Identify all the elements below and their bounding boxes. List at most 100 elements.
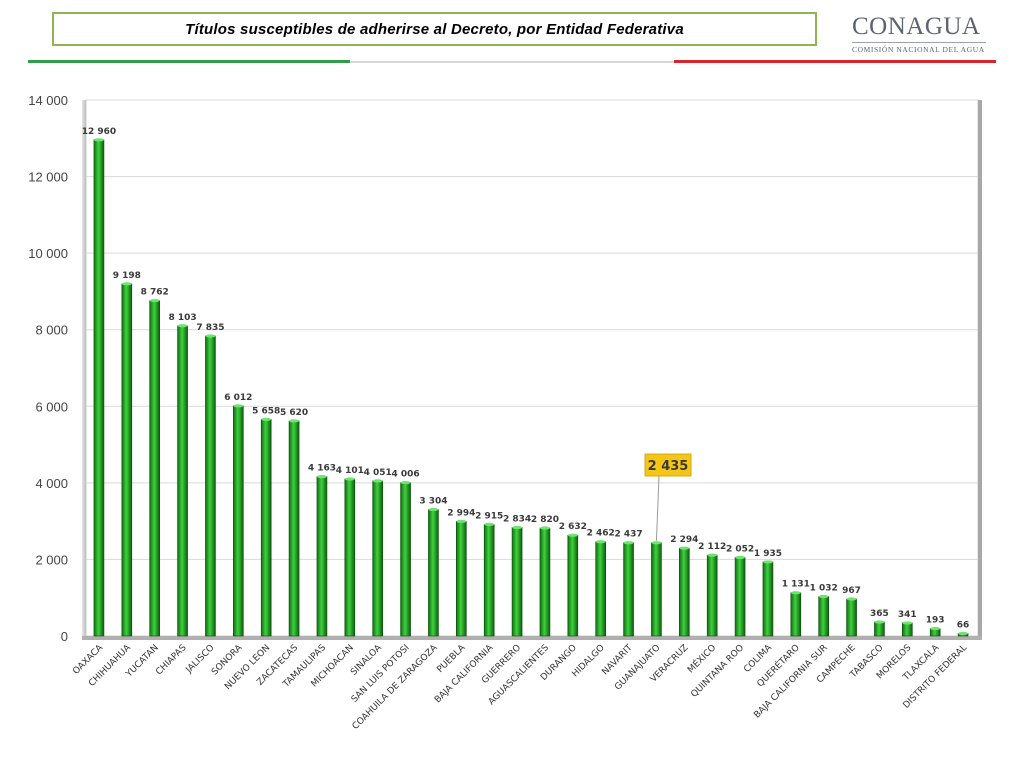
bar-top [790, 591, 801, 595]
data-label: 341 [898, 610, 917, 620]
bar-top [539, 526, 550, 530]
bar-top [121, 282, 132, 286]
plot-side-wall [82, 100, 86, 640]
callout-label: 2 435 [648, 459, 689, 474]
y-tick-label: 2 000 [35, 552, 68, 567]
bar-top [651, 541, 662, 545]
bar-top [372, 479, 383, 483]
data-label: 2 112 [698, 542, 726, 552]
bar-top [400, 481, 411, 485]
bar-11 [372, 480, 383, 637]
data-label: 4 163 [308, 464, 336, 474]
y-tick-label: 12 000 [28, 170, 68, 185]
y-tick-label: 10 000 [28, 246, 68, 261]
bar-top [902, 621, 913, 625]
bar-top [623, 541, 634, 545]
data-label: 4 101 [336, 466, 364, 476]
bar-top [735, 555, 746, 560]
bar-top [707, 553, 718, 557]
y-tick-label: 8 000 [35, 323, 68, 338]
bar-top [261, 417, 272, 421]
bar-9 [316, 476, 328, 637]
bar-top [344, 477, 355, 481]
bar-3 [149, 300, 160, 637]
bar-2 [121, 283, 133, 637]
data-label: 365 [870, 609, 889, 619]
bar-chart: 0 2 000 4 000 6 000 8 000 10 000 12 000 14 000 1… [28, 93, 982, 732]
bar-26 [790, 592, 802, 637]
bar-5 [205, 335, 216, 637]
data-label: 7 835 [196, 323, 224, 333]
bar-top [958, 631, 969, 636]
bar-8 [288, 420, 300, 637]
bar-27 [818, 596, 829, 637]
bar-18 [567, 534, 579, 637]
plot-area: 0 2 000 4 000 6 000 8 000 10 000 12 000 14 000 1… [28, 93, 982, 732]
conagua-logo: CONAGUA Comisión Nacional del Agua [852, 14, 994, 56]
header-rule-green [28, 60, 350, 63]
bar-top [874, 620, 885, 624]
bar-top [762, 560, 773, 564]
header-rule-gray [350, 61, 674, 63]
bar-top [177, 324, 188, 328]
bar-13 [428, 509, 439, 637]
bar-top [93, 138, 104, 142]
bar-16 [511, 527, 523, 637]
bar-17 [539, 527, 551, 637]
data-label: 1 131 [782, 580, 810, 590]
plot-right-wall [978, 100, 982, 640]
data-label: 4 006 [391, 470, 419, 480]
bar-top [149, 298, 160, 303]
bar-top [289, 419, 300, 423]
bar-14 [456, 521, 467, 637]
data-label: 4 051 [364, 468, 392, 478]
data-label: 2 052 [726, 544, 754, 554]
data-label: 8 762 [141, 288, 169, 298]
y-tick-label: 0 [61, 629, 68, 644]
header-rule-red [674, 60, 996, 63]
data-label: 2 820 [531, 515, 559, 525]
data-label: 2 834 [503, 514, 531, 524]
logo-divider [852, 42, 986, 43]
bar-top [512, 525, 523, 530]
title-box: Títulos susceptibles de adherirse al Dec… [52, 12, 817, 46]
x-tick-label: CHIAPAS [154, 643, 189, 678]
bar-29 [874, 621, 885, 637]
plot-floor [82, 636, 982, 640]
bar-19 [595, 541, 606, 637]
data-label: 2 437 [614, 530, 642, 540]
bar-4 [177, 325, 188, 637]
data-label: 5 620 [280, 408, 308, 418]
bar-top [205, 334, 216, 338]
bar-top [930, 627, 941, 631]
data-label: 2 462 [587, 529, 615, 539]
bar-top [567, 533, 578, 537]
bar-top [679, 546, 690, 550]
bar-20 [623, 542, 634, 637]
data-label: 967 [842, 586, 861, 596]
bar-6 [233, 405, 244, 637]
data-label: 1 935 [754, 549, 782, 559]
bar-12 [400, 482, 411, 637]
data-label: 12 960 [82, 127, 116, 137]
bar-top [428, 507, 439, 512]
bar-24 [734, 557, 746, 637]
plot-frame [85, 99, 979, 637]
bar-15 [483, 524, 495, 637]
data-label: 2 994 [447, 508, 475, 518]
bar-22 [679, 547, 690, 637]
bar-30 [902, 622, 913, 637]
data-label: 2 915 [475, 511, 503, 521]
bar-top [846, 597, 857, 601]
data-label: 1 032 [810, 583, 838, 593]
y-tick-label: 6 000 [35, 399, 68, 414]
data-label: 8 103 [168, 313, 196, 323]
bar-1 [93, 139, 105, 637]
bar-top [456, 519, 467, 523]
page-title: Títulos susceptibles de adherirse al Dec… [185, 20, 684, 38]
bar-top [595, 540, 606, 544]
data-label: 2 294 [670, 535, 698, 545]
logo-name: CONAGUA [852, 13, 981, 40]
data-label: 66 [957, 620, 970, 630]
bar-7 [260, 419, 272, 637]
